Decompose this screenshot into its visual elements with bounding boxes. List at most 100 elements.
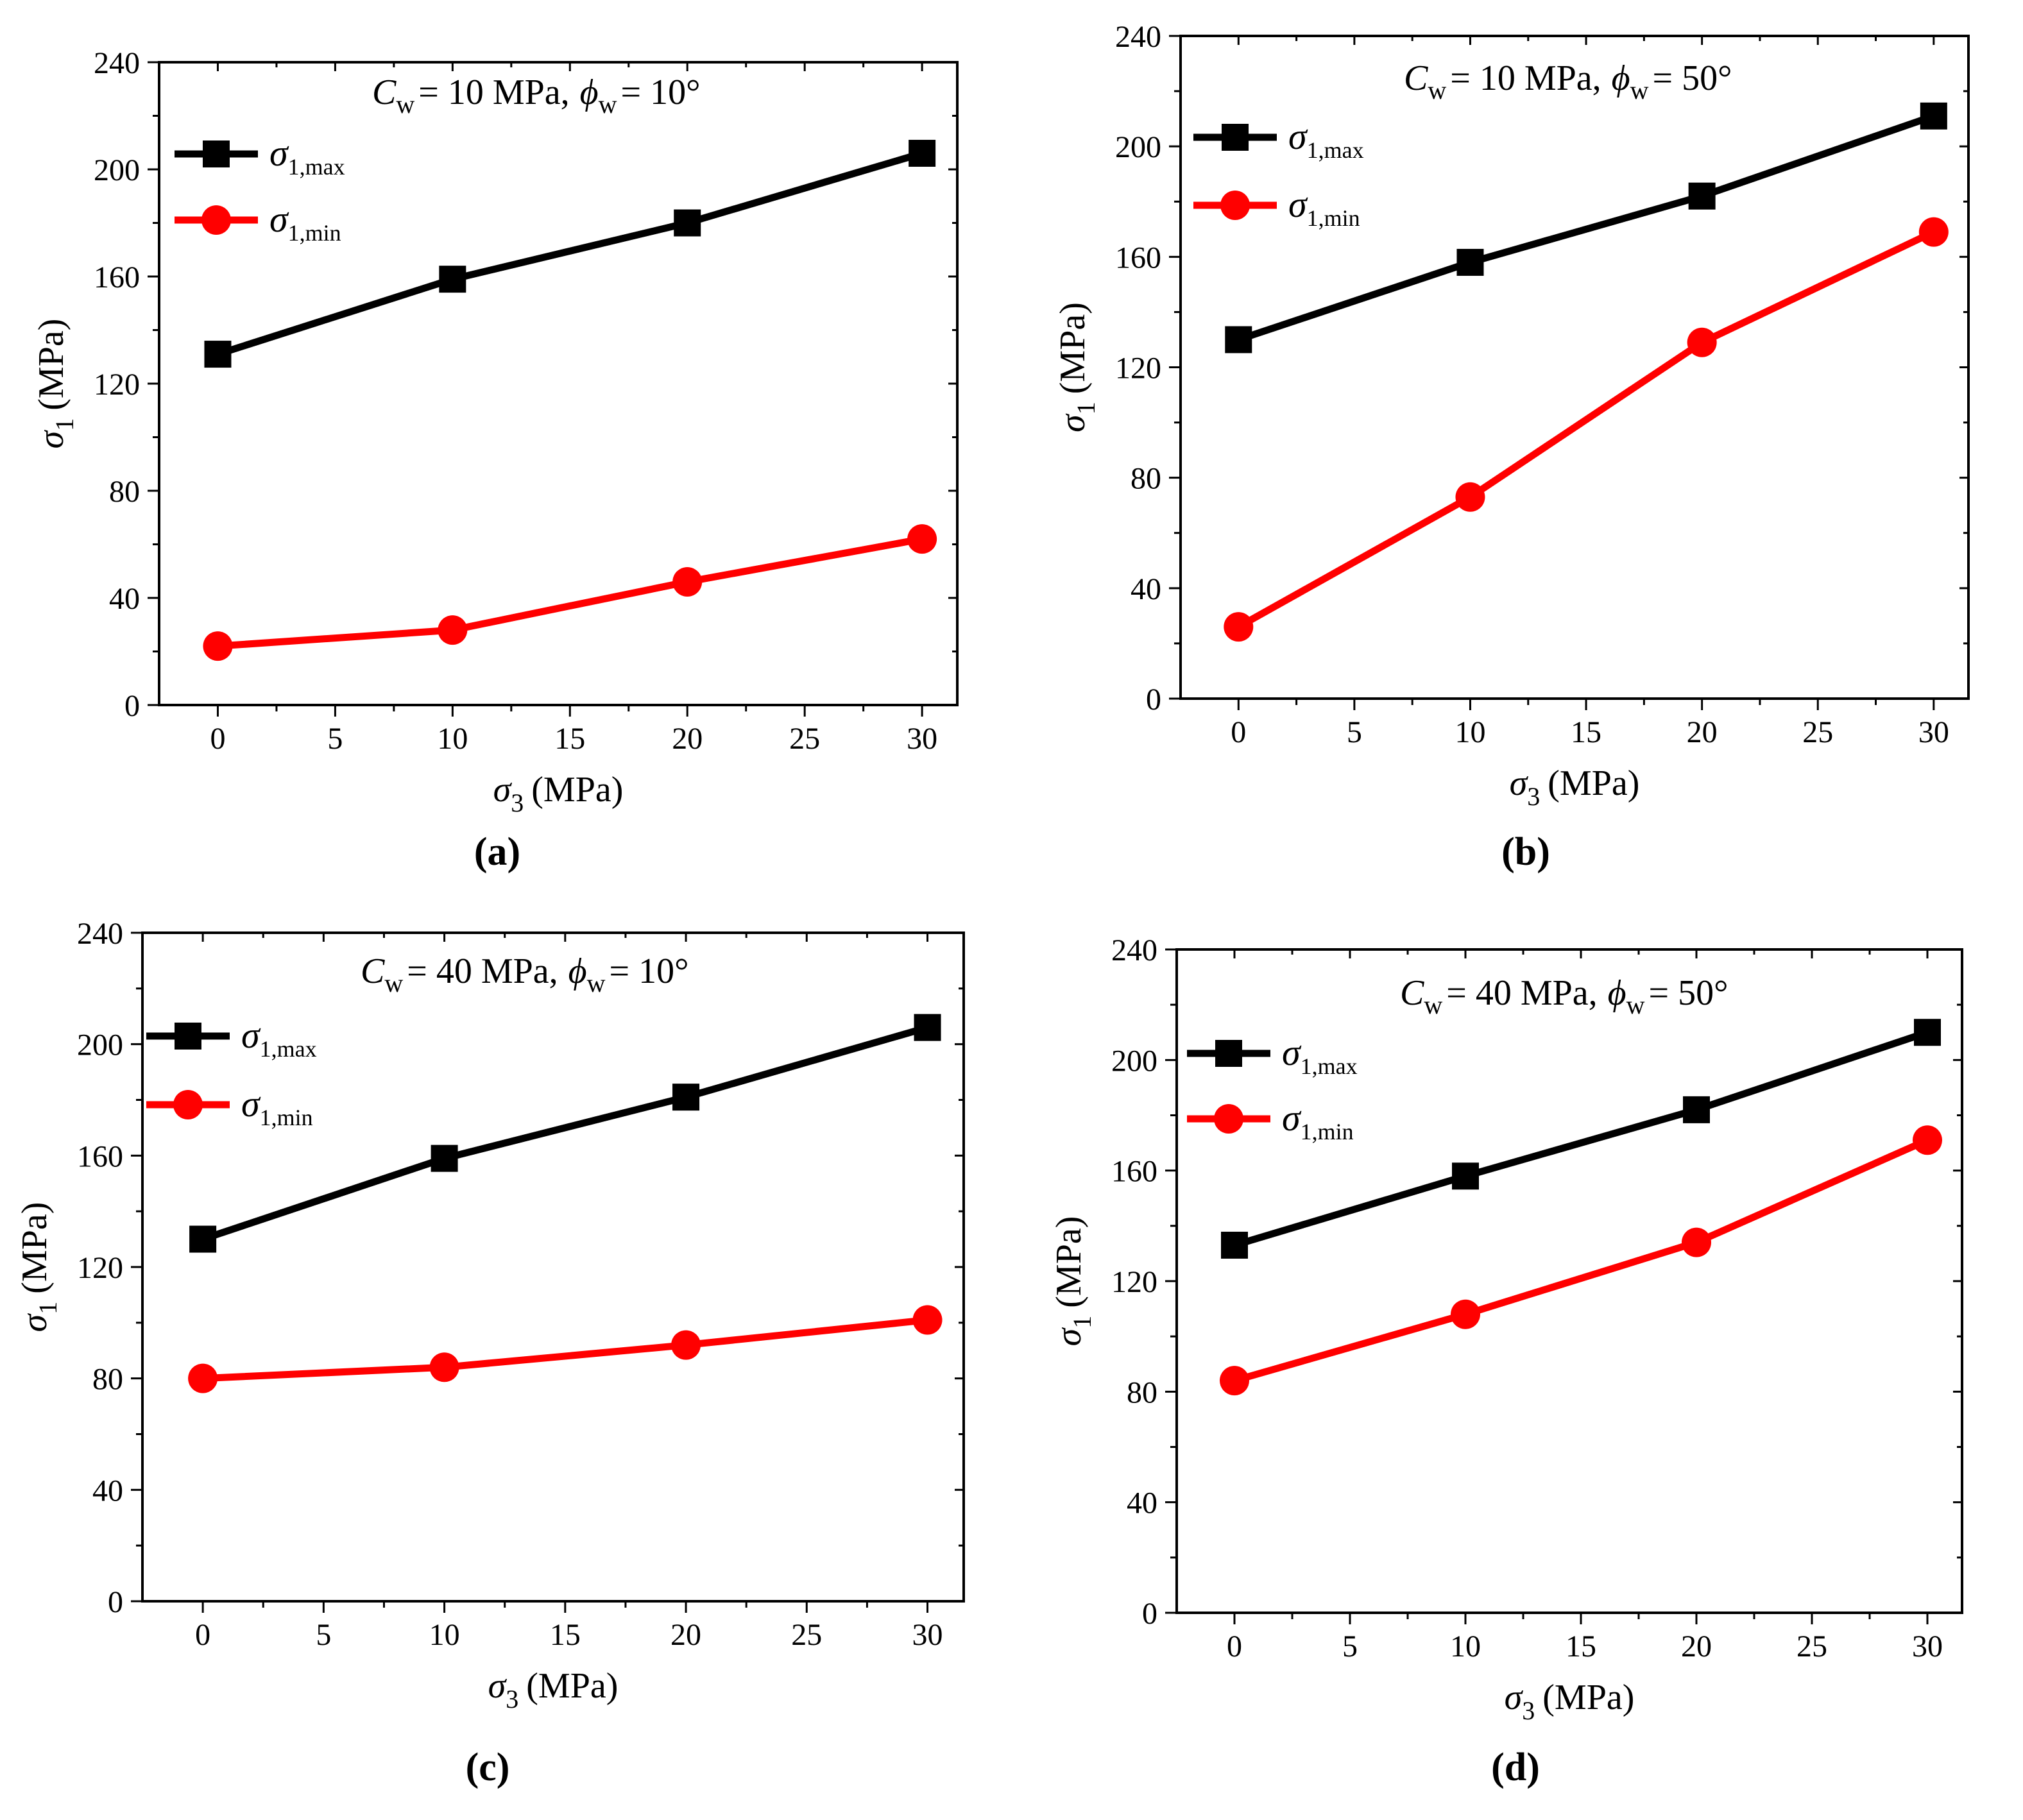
legend-symbol: σ — [241, 1014, 261, 1056]
annotation-c-value: = 40 MPa, — [1446, 973, 1597, 1013]
legend-symbol: σ — [269, 132, 289, 174]
data-point — [1914, 1019, 1941, 1046]
legend-marker — [1214, 1104, 1243, 1134]
x-tick-label: 20 — [1681, 1629, 1712, 1663]
annotation-phi-subscript: w — [599, 90, 617, 119]
condition-annotation: Cw = 40 MPa, ϕw = 10° — [361, 951, 688, 998]
legend-subscript: 1,min — [288, 220, 341, 246]
data-point — [914, 1014, 941, 1041]
data-point — [674, 209, 701, 237]
y-tick-label: 80 — [92, 1363, 123, 1397]
y-axis-subscript: 1 — [50, 418, 79, 431]
legend-symbol: σ — [1282, 1032, 1302, 1073]
legend-label: σ1,min — [1282, 1097, 1354, 1144]
y-axis-title: σ1 (MPa) — [15, 1202, 62, 1332]
y-tick-label: 40 — [1131, 572, 1161, 606]
annotation-phi-symbol: ϕ — [1612, 58, 1630, 98]
x-tick-label: 30 — [907, 722, 937, 756]
data-point — [1224, 612, 1254, 642]
x-tick-label: 5 — [1347, 715, 1362, 749]
series-line — [1237, 112, 1935, 343]
series-line — [202, 1316, 928, 1382]
series-sigma1-max — [1225, 102, 1947, 353]
data-point — [1682, 1227, 1711, 1257]
series-sigma1-min — [1220, 1125, 1942, 1396]
y-tick-label: 120 — [77, 1251, 123, 1285]
data-point — [1225, 326, 1252, 353]
x-axis-subscript: 3 — [1527, 782, 1540, 811]
data-point — [431, 1144, 458, 1172]
y-tick-label: 80 — [1131, 462, 1161, 496]
x-axis-title: σ3 (MPa) — [493, 770, 624, 817]
series-sigma1-min — [203, 524, 937, 661]
data-point — [671, 1330, 701, 1360]
legend-marker — [201, 205, 231, 235]
data-point — [203, 631, 233, 661]
data-point — [1221, 1231, 1248, 1259]
x-tick-label: 30 — [912, 1618, 943, 1652]
legend-subscript: 1,max — [260, 1036, 317, 1062]
legend-marker — [173, 1090, 203, 1119]
condition-annotation: Cw = 40 MPa, ϕw = 50° — [1400, 973, 1728, 1019]
y-tick-label: 160 — [1115, 241, 1161, 275]
series-sigma1-max — [189, 1014, 941, 1253]
x-tick-label: 10 — [1450, 1629, 1481, 1663]
annotation-phi-symbol: ϕ — [1608, 973, 1626, 1013]
legend-label: σ1,max — [241, 1014, 317, 1062]
legend-label: σ1,min — [269, 198, 341, 246]
annotation-c-symbol: C — [1404, 58, 1428, 98]
x-axis-symbol: σ — [1505, 1678, 1524, 1717]
x-tick-label: 15 — [1566, 1629, 1596, 1663]
panel-label: (c) — [466, 1746, 510, 1789]
annotation-phi-value: = 10° — [621, 72, 701, 112]
legend-label: σ1,min — [241, 1083, 313, 1130]
legend-marker — [1220, 191, 1250, 220]
annotation-c-value: = 10 MPa, — [1450, 58, 1601, 98]
y-tick-label: 0 — [108, 1585, 123, 1619]
x-tick-label: 25 — [789, 722, 820, 756]
x-tick-label: 20 — [672, 722, 703, 756]
y-tick-label: 160 — [77, 1139, 123, 1173]
x-axis-symbol: σ — [1510, 763, 1529, 803]
x-axis-title: σ3 (MPa) — [1505, 1678, 1635, 1725]
data-point — [1688, 182, 1716, 210]
annotation-phi-symbol: ϕ — [580, 72, 599, 112]
series-line — [1233, 1029, 1929, 1249]
legend-label: σ1,max — [269, 132, 345, 180]
series-line — [201, 1024, 929, 1243]
legend-marker — [1215, 1040, 1242, 1067]
annotation-c-subscript: w — [1428, 76, 1446, 105]
series-line — [216, 149, 923, 358]
y-tick-label: 200 — [1111, 1044, 1157, 1078]
data-point — [1455, 482, 1485, 512]
x-tick-label: 15 — [1571, 715, 1601, 749]
x-tick-label: 5 — [316, 1618, 331, 1652]
series-line — [218, 535, 923, 650]
y-tick-label: 200 — [1115, 130, 1161, 164]
y-tick-label: 0 — [124, 689, 140, 723]
x-tick-label: 0 — [1231, 715, 1246, 749]
x-tick-label: 15 — [554, 722, 585, 756]
data-point — [1452, 1162, 1479, 1190]
panel-label: (b) — [1501, 830, 1550, 874]
y-axis-unit: (MPa) — [15, 1202, 55, 1294]
legend-symbol: σ — [1282, 1097, 1302, 1139]
data-point — [1451, 1299, 1480, 1329]
data-point — [1913, 1125, 1942, 1155]
y-tick-label: 240 — [94, 46, 140, 80]
annotation-phi-value: = 50° — [1649, 973, 1729, 1013]
annotation-phi-symbol: ϕ — [568, 951, 587, 991]
legend-marker — [203, 140, 230, 167]
x-axis-unit: (MPa) — [526, 1666, 618, 1706]
x-axis-title: σ3 (MPa) — [1510, 763, 1640, 811]
annotation-phi-subscript: w — [587, 969, 606, 998]
legend-label: σ1,max — [1288, 115, 1364, 163]
legend-symbol: σ — [241, 1083, 261, 1125]
x-axis-symbol: σ — [488, 1666, 508, 1706]
y-axis-symbol: σ — [1049, 1327, 1089, 1346]
data-point — [672, 1084, 700, 1111]
data-point — [1918, 217, 1949, 247]
data-point — [1456, 248, 1484, 276]
